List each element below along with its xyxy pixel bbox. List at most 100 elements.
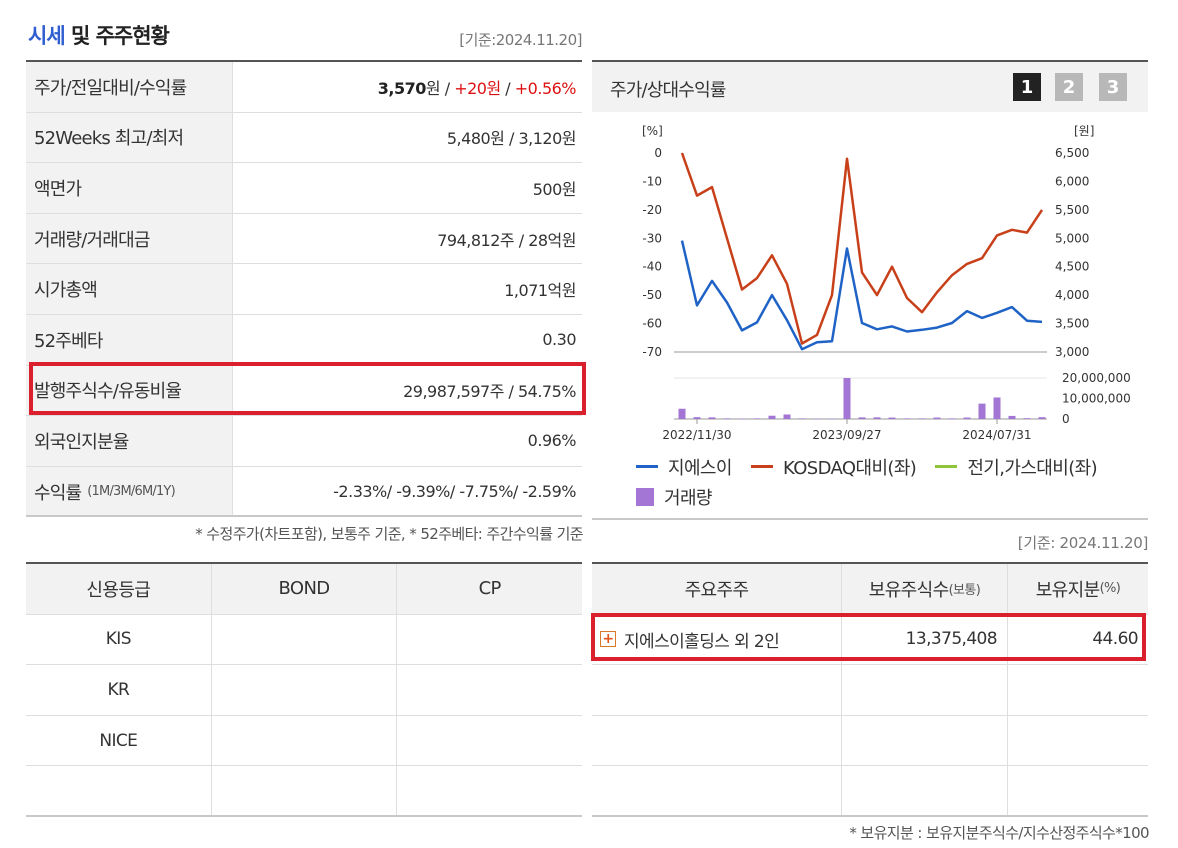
header-cp: CP (478, 578, 502, 600)
right-tick-label: 3,000 (1055, 345, 1089, 359)
stat-value: 500원 (532, 179, 577, 199)
expand-plus-icon[interactable]: + (600, 631, 616, 648)
footnote-right: * 보유지분 : 보유지분주식수/지수산정주식수*100 (849, 824, 1149, 842)
cp-cell (397, 716, 582, 766)
table-row (26, 766, 582, 817)
as-of-date: [기준:2024.11.20] (459, 31, 582, 49)
right-tick-label: 4,000 (1055, 288, 1089, 302)
stat-row-shares-float: 발행주식수/유동비율 29,987,597주 / 54.75% (26, 365, 582, 417)
volume-bar (843, 378, 851, 419)
chart-period-button-3[interactable]: 3 (1099, 73, 1127, 101)
price-value: 3,570 (377, 78, 427, 98)
legend-line-icon (636, 465, 658, 468)
volume-bar (963, 417, 971, 419)
table-header: 주요주주 보유주식수 (보통) 보유지분 (%) (592, 564, 1148, 615)
price-change: +20원 (454, 78, 501, 98)
stat-label: 수익률 (1M/3M/6M/1Y) (26, 466, 233, 517)
table-row: KIS (26, 614, 582, 666)
chart-title: 주가/상대수익률 (610, 80, 726, 101)
volume-bar (1038, 417, 1046, 419)
stat-value: 29,987,597주 / 54.75% (403, 382, 576, 402)
chart-header: 주가/상대수익률 1 2 3 (592, 60, 1148, 112)
header-pct: 보유지분 (%) (1008, 564, 1148, 614)
right-tick-label: 4,500 (1055, 260, 1089, 274)
table-row: KR (26, 665, 582, 716)
right-tick-label: 5,500 (1055, 203, 1089, 217)
divider (592, 815, 1148, 817)
bond-cell (212, 614, 398, 665)
stat-label: 주가/전일대비/수익률 (26, 62, 233, 112)
returns-label: 수익률 (34, 482, 82, 504)
highlight-box-shares (29, 362, 586, 415)
volume-tick-label: 10,000,000 (1062, 392, 1131, 406)
holder-pct: 44.60 (1092, 629, 1138, 650)
stat-row-returns: 수익률 (1M/3M/6M/1Y) -2.33%/ -9.39%/ -7.75%/ … (26, 466, 582, 518)
agency-kis: KIS (26, 614, 212, 665)
legend-item-stock[interactable]: 지에스이 (636, 454, 732, 480)
stat-row-par-value: 액면가 500원 (26, 163, 582, 214)
volume-bar (858, 417, 866, 419)
empty-cell (842, 715, 1008, 766)
stat-row-beta: 52주베타 0.30 (26, 314, 582, 366)
page-title: 시세 및 주주현황 (28, 20, 170, 50)
stat-value: 1,071억원 (504, 281, 576, 301)
volume-bar (813, 418, 821, 420)
legend-item-kosdaq[interactable]: KOSDAQ대비(좌) (750, 454, 917, 480)
table-header: 신용등급 BOND CP (26, 564, 582, 615)
stat-label: 시가총액 (26, 264, 233, 314)
left-tick-label: 0 (654, 146, 662, 160)
table-row (592, 766, 1148, 817)
volume-bar (993, 397, 1001, 419)
header-shares-label: 보유주식수 (868, 579, 949, 601)
volume-bar (738, 418, 746, 420)
volume-bar (873, 417, 881, 419)
legend-line-icon (750, 465, 773, 468)
legend-line-icon (935, 465, 958, 468)
table-row: NICE (26, 715, 582, 767)
left-tick-label: -70 (642, 345, 662, 359)
legend-item-volume[interactable]: 거래량 (636, 484, 712, 510)
bond-cell (212, 715, 398, 766)
stat-value: 0.96% (527, 431, 577, 451)
major-shareholders-table: 주요주주 보유주식수 (보통) 보유지분 (%) + 지에스이홀딩스 외 2인 13,… (592, 562, 1148, 817)
title-rest: 및 주주현황 (64, 24, 170, 48)
stat-value: 0.30 (542, 330, 576, 350)
stat-value: -2.33%/ -9.39%/ -7.75%/ -2.59% (333, 482, 576, 502)
stat-label: 52Weeks 최고/최저 (26, 112, 233, 163)
stat-value: 794,812주 / 28억원 (437, 230, 576, 250)
empty-cell (26, 766, 212, 816)
stat-label: 52주베타 (26, 314, 233, 365)
empty-cell (842, 665, 1008, 715)
volume-bar (1008, 415, 1016, 419)
volume-bar (723, 418, 731, 419)
left-tick-label: -40 (642, 260, 662, 274)
stat-label: 외국인지분율 (26, 416, 233, 466)
stat-label: 거래량/거래대금 (26, 213, 233, 264)
x-tick-label: 2023/09/27 (812, 428, 881, 442)
volume-bar (978, 403, 986, 419)
stat-row-price: 주가/전일대비/수익률 3,570원 / +20원 / +0.56% (26, 62, 582, 113)
volume-bar (798, 418, 806, 419)
agency-kr: KR (26, 665, 212, 715)
returns-periods: (1M/3M/6M/1Y) (87, 484, 175, 500)
chart-period-button-2[interactable]: 2 (1055, 73, 1083, 101)
empty-cell (842, 766, 1008, 816)
stat-label: 액면가 (26, 163, 233, 213)
stat-value: 5,480원 / 3,120원 (446, 129, 577, 149)
volume-bar (783, 414, 791, 419)
left-tick-label: -20 (642, 203, 662, 217)
legend-label: 거래량 (664, 487, 712, 509)
series-line-kosdaq (680, 152, 1044, 345)
chart-period-button-1[interactable]: 1 (1013, 73, 1041, 101)
volume-bar (903, 418, 911, 419)
stat-row-52week: 52Weeks 최고/최저 5,480원 / 3,120원 (26, 112, 582, 164)
agency-nice: NICE (26, 715, 212, 766)
stat-value: 3,570원 / +20원 / +0.56% (233, 75, 582, 99)
legend-label: 전기,가스대비(좌) (967, 457, 1098, 479)
header-shares-sub: (보통) (948, 583, 981, 599)
legend-item-sector[interactable]: 전기,가스대비(좌) (935, 454, 1098, 480)
volume-bar (708, 417, 716, 419)
legend-box-icon (636, 487, 654, 506)
volume-bar (753, 418, 761, 419)
empty-cell (592, 766, 842, 816)
